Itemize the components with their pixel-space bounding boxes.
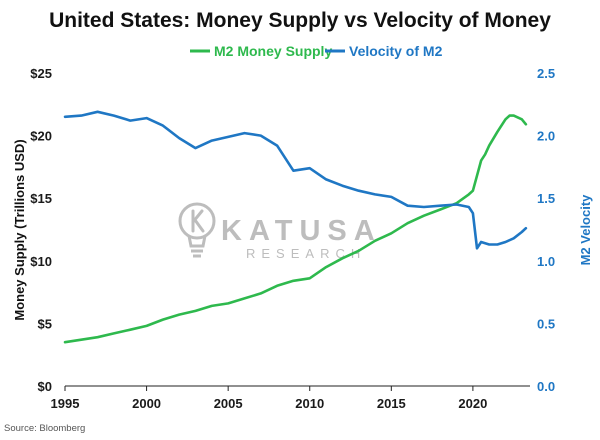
y2-tick-label: 1.5	[537, 191, 555, 206]
x-tick-label: 2010	[295, 396, 324, 411]
y-tick-label: $0	[38, 379, 52, 394]
watermark-sub: RESEARCH	[246, 246, 366, 261]
y-tick-label: $15	[30, 191, 52, 206]
m2-money-supply-line	[63, 114, 528, 344]
y-tick-label: $20	[30, 129, 52, 144]
y2-tick-label: 2.5	[537, 66, 555, 81]
watermark: KATUSA RESEARCH	[178, 202, 382, 261]
x-tick-label: 1995	[51, 396, 80, 411]
y2-tick-label: 0.0	[537, 379, 555, 394]
source-note: Source: Bloomberg	[4, 423, 85, 434]
chart-title: United States: Money Supply vs Velocity …	[49, 9, 551, 32]
x-tick-label: 2000	[132, 396, 161, 411]
x-tick-label: 2020	[458, 396, 487, 411]
x-tick-label: 2005	[214, 396, 243, 411]
axes: 1995 2000 2005 2010 2015 2020 $0 $5 $10 $15 $20 $25…	[30, 66, 555, 411]
y-tick-label: $5	[38, 316, 52, 331]
y2-tick-label: 0.5	[537, 316, 555, 331]
y-axis-label: Money Supply (Trillions USD)	[12, 139, 27, 320]
series-group	[63, 110, 528, 344]
y2-tick-label: 2.0	[537, 129, 555, 144]
legend-m2-label: M2 Money Supply	[214, 43, 332, 59]
legend: M2 Money Supply Velocity of M2	[190, 43, 443, 59]
velocity-of-m2-line	[63, 110, 528, 250]
watermark-main: KATUSA	[221, 215, 382, 247]
y-tick-label: $25	[30, 66, 52, 81]
y2-tick-label: 1.0	[537, 254, 555, 269]
y2-axis-label: M2 Velocity	[578, 194, 593, 266]
y-tick-label: $10	[30, 254, 52, 269]
legend-velocity-label: Velocity of M2	[349, 43, 443, 59]
x-tick-label: 2015	[377, 396, 406, 411]
lightbulb-k-icon	[178, 202, 216, 258]
